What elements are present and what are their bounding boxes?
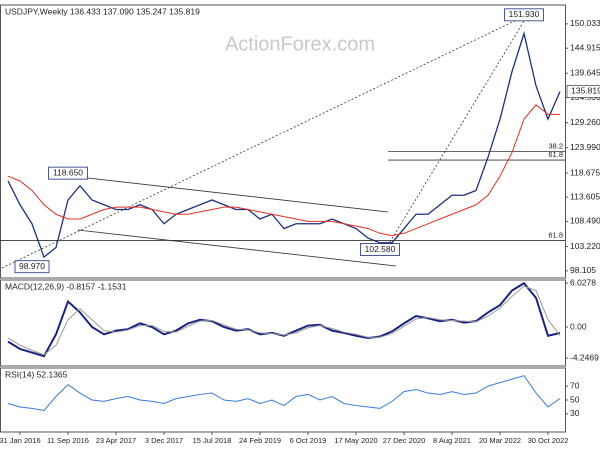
- price-label-box: [48, 166, 88, 180]
- price-label: 98.970: [19, 261, 45, 271]
- panel-frame: [0, 279, 566, 367]
- x-tick-label: 27 Dec 2020: [383, 436, 426, 445]
- y-tick-label: 0.00: [570, 321, 587, 331]
- y-tick-label: 113.605: [570, 191, 600, 201]
- x-tick-label: 11 Sep 2016: [47, 436, 89, 445]
- y-tick-label: -4.2469: [570, 352, 599, 362]
- y-tick-label: 70: [570, 380, 580, 390]
- x-tick-label: 31 Jan 2016: [0, 436, 41, 445]
- channel-bottom: [77, 229, 397, 267]
- y-tick-label: 103.220: [570, 241, 600, 251]
- y-tick-label: 6.0278: [570, 277, 596, 287]
- panel-frame: [0, 4, 566, 279]
- price-label-box: [14, 260, 50, 274]
- series-line: [7, 31, 561, 259]
- y-tick-label: 139.645: [570, 68, 600, 78]
- panel-title: RSI(14) 52.1365: [5, 369, 68, 379]
- y-tick-label: 118.675: [570, 167, 600, 177]
- fib-label: 61.8: [548, 150, 563, 159]
- fib-label: 38.2: [548, 141, 563, 150]
- x-tick-label: 23 Apr 2017: [96, 436, 136, 445]
- panel-title: USDJPY,Weekly 136.433 137.090 135.247 13…: [5, 6, 200, 16]
- panel-title: MACD(12,26,9) -0.8157 -1.1531: [5, 281, 127, 291]
- series-line: [7, 104, 560, 237]
- x-tick-label: 6 Oct 2019: [290, 436, 327, 445]
- trend-line: [389, 15, 528, 243]
- fib-label: 61.8: [548, 230, 563, 239]
- y-tick-label: 30: [570, 408, 580, 418]
- trend-line: [1, 15, 526, 269]
- y-tick-label: 108.490: [570, 216, 600, 226]
- price-label: 118.650: [53, 167, 83, 177]
- series-line: [7, 285, 561, 356]
- series-line: [7, 375, 561, 411]
- x-tick-label: 24 Feb 2019: [239, 436, 281, 445]
- x-tick-label: 8 Aug 2021: [433, 436, 471, 445]
- channel-top: [69, 175, 389, 213]
- series-line: [7, 281, 561, 358]
- price-label: 151.930: [509, 9, 540, 19]
- y-tick-label: 50: [570, 394, 580, 404]
- x-tick-label: 20 Mar 2022: [479, 436, 521, 445]
- x-tick-label: 3 Dec 2017: [145, 436, 183, 445]
- x-tick-label: 17 May 2020: [334, 436, 377, 445]
- y-tick-label: 98.105: [570, 265, 596, 275]
- y-tick-label: 144.915: [570, 42, 600, 52]
- price-label: 135.819: [571, 86, 600, 96]
- x-tick-label: 15 Jul 2018: [193, 436, 232, 445]
- price-label-box: [360, 243, 400, 256]
- x-tick-label: 30 Oct 2022: [528, 436, 569, 445]
- price-label: 102.580: [365, 244, 396, 254]
- y-tick-label: 150.033: [570, 18, 600, 28]
- y-tick-label: 129.260: [570, 117, 600, 127]
- price-label-box: [504, 8, 544, 22]
- y-tick-label: 123.990: [570, 142, 600, 152]
- watermark: ActionForex.com: [225, 33, 375, 55]
- price-label-box: [566, 85, 600, 98]
